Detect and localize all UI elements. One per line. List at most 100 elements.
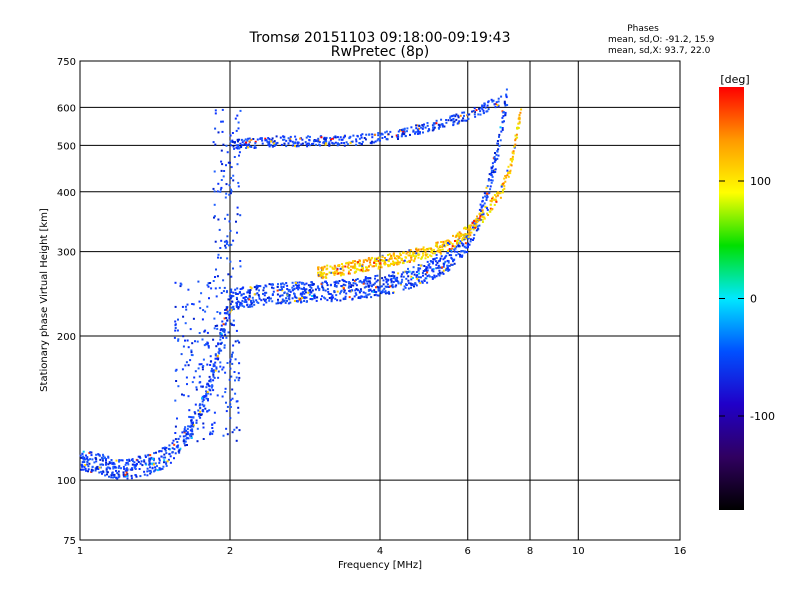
data-point: [471, 222, 474, 224]
data-point: [472, 110, 475, 112]
data-point: [420, 126, 422, 129]
data-point: [200, 413, 203, 416]
data-point: [376, 294, 379, 297]
data-point: [165, 452, 168, 455]
data-point: [282, 286, 285, 288]
data-point: [511, 158, 514, 161]
data-point: [220, 160, 223, 163]
data-point: [375, 262, 378, 265]
data-point: [174, 369, 177, 372]
data-point: [509, 158, 512, 161]
data-point: [402, 251, 405, 254]
data-point: [225, 243, 228, 245]
data-point: [367, 288, 370, 291]
data-point: [296, 281, 299, 284]
data-point: [111, 472, 114, 475]
data-point: [405, 252, 408, 255]
data-point: [229, 140, 232, 143]
data-point: [235, 304, 238, 307]
data-point: [491, 198, 494, 201]
data-point: [415, 271, 418, 274]
data-point: [176, 441, 179, 443]
data-point: [247, 137, 250, 140]
data-point: [86, 456, 89, 459]
data-point: [112, 467, 115, 470]
data-point: [238, 429, 241, 432]
data-point: [281, 294, 284, 297]
data-point: [345, 281, 348, 283]
data-point: [289, 139, 292, 142]
data-point: [288, 295, 291, 298]
data-point: [476, 215, 478, 218]
data-point: [319, 271, 322, 274]
data-point: [238, 376, 241, 379]
data-point: [364, 292, 367, 295]
data-point: [462, 237, 465, 239]
data-point: [330, 300, 333, 303]
data-point: [113, 473, 116, 476]
data-point: [218, 349, 221, 352]
data-point: [323, 296, 325, 299]
data-point: [160, 450, 163, 453]
data-point: [234, 117, 237, 120]
data-point: [412, 254, 415, 257]
data-point: [352, 284, 355, 287]
data-point: [99, 458, 102, 461]
data-point: [342, 273, 345, 276]
data-point: [418, 127, 421, 130]
data-point: [84, 458, 86, 461]
data-point: [122, 465, 125, 468]
data-point: [367, 257, 370, 260]
data-point: [463, 245, 466, 248]
data-point: [179, 435, 182, 438]
data-point: [149, 472, 152, 475]
data-point: [459, 253, 461, 256]
data-point: [469, 228, 472, 230]
data-point: [391, 286, 394, 289]
data-point: [221, 395, 224, 398]
data-point: [196, 427, 199, 430]
data-point: [246, 304, 249, 307]
data-point: [460, 233, 463, 236]
data-point: [426, 266, 429, 269]
data-point: [232, 174, 235, 177]
data-point: [457, 244, 460, 247]
data-point: [81, 464, 84, 467]
data-point: [342, 283, 345, 286]
data-point: [86, 461, 89, 463]
data-point: [481, 218, 484, 221]
data-point: [431, 262, 434, 265]
data-point: [223, 240, 226, 243]
data-point: [221, 120, 224, 123]
data-point: [335, 284, 338, 287]
data-point: [405, 283, 407, 286]
data-point: [234, 392, 237, 395]
data-point: [122, 471, 125, 474]
data-point: [507, 175, 510, 178]
data-point: [403, 130, 406, 133]
data-point: [168, 444, 171, 447]
data-point: [292, 284, 295, 287]
data-point: [367, 284, 370, 287]
data-point: [210, 367, 213, 370]
data-point: [200, 363, 203, 366]
data-point: [365, 285, 368, 288]
y-axis-label: Stationary phase Virtual Height [km]: [39, 208, 50, 392]
data-point: [190, 419, 193, 422]
data-point: [151, 467, 154, 470]
data-point: [489, 199, 492, 202]
data-point: [144, 454, 147, 457]
data-point: [285, 282, 288, 284]
data-point: [400, 283, 402, 286]
data-point: [452, 121, 455, 124]
data-point: [191, 422, 194, 424]
data-point: [236, 231, 238, 234]
data-point: [338, 138, 341, 141]
data-point: [231, 323, 234, 326]
data-point: [456, 232, 459, 235]
data-point: [216, 324, 219, 327]
data-point: [182, 335, 185, 338]
data-point: [345, 141, 348, 144]
data-point: [291, 289, 294, 292]
data-point: [425, 267, 428, 270]
